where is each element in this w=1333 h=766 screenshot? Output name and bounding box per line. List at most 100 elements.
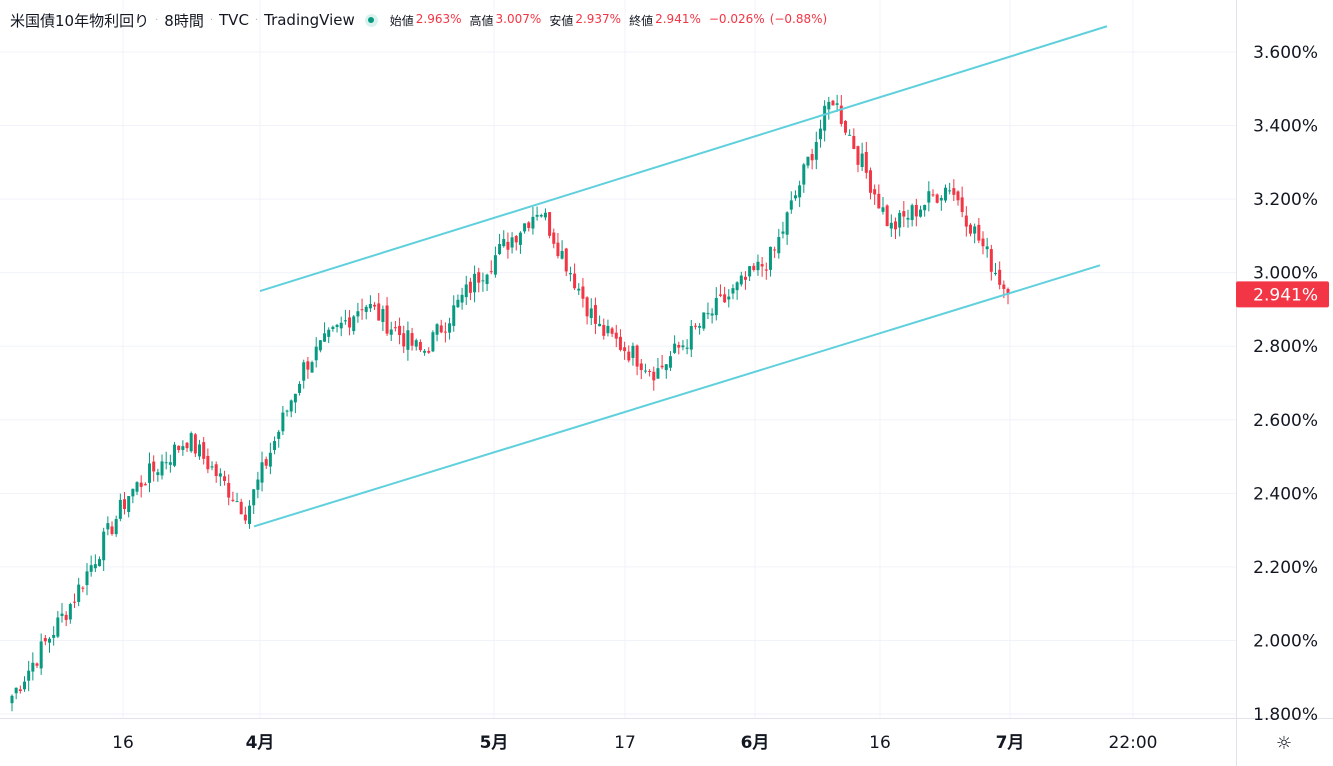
high-label: 高値 bbox=[469, 13, 494, 28]
candle-body bbox=[131, 488, 135, 497]
legend-separator: · bbox=[254, 14, 259, 26]
candle-body bbox=[831, 100, 835, 106]
candle-body bbox=[252, 489, 256, 506]
candle-body bbox=[98, 559, 102, 567]
candle-body bbox=[981, 238, 985, 247]
candle-body bbox=[668, 356, 672, 368]
candle-body bbox=[268, 452, 272, 467]
candle-body bbox=[406, 330, 410, 350]
candle-body bbox=[218, 473, 222, 477]
time-tick-label: 7月 bbox=[996, 733, 1025, 753]
candle-body bbox=[193, 434, 197, 454]
candle-body bbox=[902, 211, 906, 217]
candle-body bbox=[656, 368, 660, 379]
candle-body bbox=[698, 325, 702, 328]
candle-body bbox=[848, 134, 852, 136]
candle-body bbox=[998, 269, 1002, 285]
candle-body bbox=[610, 328, 614, 334]
candle-body bbox=[556, 242, 560, 257]
candle-body bbox=[664, 364, 668, 371]
candle-body bbox=[910, 205, 914, 220]
symbol-name[interactable]: 米国債10年物利回り bbox=[10, 11, 150, 30]
candle-body bbox=[402, 333, 406, 347]
candle-body bbox=[364, 306, 368, 312]
candle-body bbox=[827, 101, 831, 110]
candle-body bbox=[110, 526, 114, 535]
candle-body bbox=[948, 190, 952, 192]
candle-body bbox=[231, 499, 235, 501]
price-tick-label: 3.000% bbox=[1253, 264, 1318, 284]
candle-body bbox=[577, 288, 581, 291]
open-value: 2.963% bbox=[415, 11, 462, 26]
candle-body bbox=[260, 462, 264, 483]
candle-body bbox=[673, 343, 677, 353]
candle-body bbox=[581, 286, 585, 299]
candle-body bbox=[548, 212, 552, 236]
candle-body bbox=[514, 236, 518, 243]
candle-body bbox=[714, 297, 718, 316]
channel-upper-line bbox=[259, 25, 1108, 293]
time-tick-label: 17 bbox=[614, 733, 636, 753]
candle-body bbox=[748, 266, 752, 277]
candle-body bbox=[452, 305, 456, 326]
candle-body bbox=[510, 237, 514, 248]
market-status-icon[interactable] bbox=[364, 13, 378, 27]
candle-body bbox=[923, 204, 927, 211]
candle-body bbox=[639, 363, 643, 371]
candle-body bbox=[977, 224, 981, 241]
price-tick-label: 2.800% bbox=[1253, 337, 1318, 357]
candle-body bbox=[73, 601, 77, 603]
candle-body bbox=[564, 248, 568, 272]
candle-body bbox=[914, 204, 918, 217]
candle-body bbox=[177, 445, 181, 450]
candle-body bbox=[323, 333, 327, 342]
candle-body bbox=[102, 531, 106, 561]
candle-body bbox=[506, 241, 510, 250]
candle-body bbox=[468, 281, 472, 293]
candle-body bbox=[718, 294, 722, 296]
candle-body bbox=[335, 324, 339, 328]
price-tick-label: 2.000% bbox=[1253, 631, 1318, 651]
candle-body bbox=[852, 136, 856, 149]
candle-body bbox=[498, 244, 502, 255]
candle-body bbox=[306, 361, 310, 370]
time-tick-label: 22:00 bbox=[1109, 733, 1158, 753]
candle-body bbox=[489, 271, 493, 273]
gear-icon[interactable]: ☼ bbox=[1275, 732, 1293, 754]
price-tick-label: 2.600% bbox=[1253, 411, 1318, 431]
candle-body bbox=[743, 276, 747, 280]
candle-body bbox=[248, 505, 252, 524]
candle-body bbox=[606, 325, 610, 334]
candle-body bbox=[623, 347, 627, 352]
candle-body bbox=[535, 214, 539, 217]
candle-body bbox=[652, 371, 656, 381]
candle-body bbox=[877, 193, 881, 209]
change-percent: (−0.88%) bbox=[769, 11, 828, 26]
time-tick-label: 16 bbox=[112, 733, 134, 753]
candle-body bbox=[60, 613, 64, 616]
candle-body bbox=[681, 345, 685, 348]
candle-body bbox=[64, 614, 68, 620]
candle-body bbox=[635, 345, 639, 367]
candle-body bbox=[614, 332, 618, 339]
candle-body bbox=[143, 484, 147, 486]
candle-body bbox=[985, 246, 989, 250]
channel-lower-line bbox=[253, 264, 1101, 528]
candle-body bbox=[385, 305, 389, 334]
low-label: 安値 bbox=[549, 13, 574, 28]
candle-body bbox=[277, 431, 281, 439]
candle-body bbox=[593, 305, 597, 324]
interval-label[interactable]: 8時間 bbox=[164, 11, 204, 30]
candle-body bbox=[368, 304, 372, 309]
candle-body bbox=[164, 462, 168, 464]
candle-body bbox=[864, 151, 868, 173]
candle-body bbox=[1002, 284, 1006, 289]
candle-body bbox=[989, 249, 993, 272]
candle-body bbox=[281, 412, 285, 432]
candle-body bbox=[293, 393, 297, 403]
candle-body bbox=[114, 519, 118, 535]
price-tick-label: 3.600% bbox=[1253, 43, 1318, 63]
candle-body bbox=[189, 433, 193, 452]
candle-body bbox=[398, 325, 402, 336]
